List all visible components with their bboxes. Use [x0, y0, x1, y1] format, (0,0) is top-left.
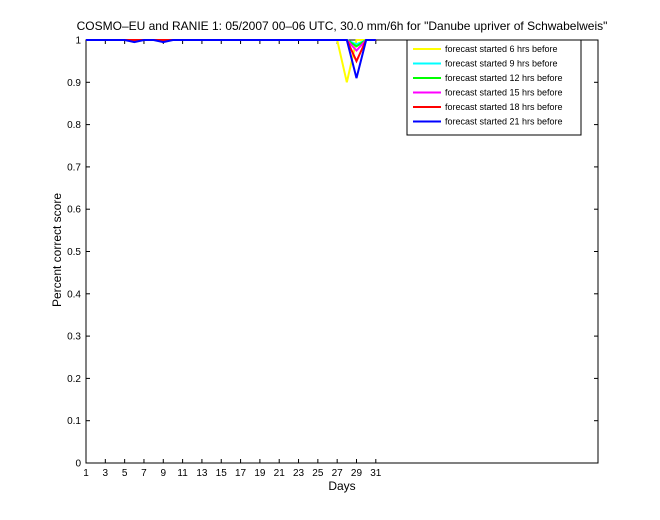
y-tick-label: 0	[75, 459, 81, 470]
legend: forecast started 6 hrs before forecast st…	[406, 39, 582, 136]
x-tick-label: 17	[235, 468, 247, 479]
x-tick-label: 11	[177, 468, 188, 479]
series-line-6	[86, 39, 376, 79]
y-axis-label: Percent correct score	[50, 193, 64, 307]
legend-label: forecast started 18 hrs before	[445, 102, 563, 112]
y-tick-label: 0.9	[67, 78, 81, 89]
x-tick-label: 3	[103, 468, 109, 479]
y-tick-label: 1	[75, 36, 81, 47]
x-tick-label: 31	[370, 468, 382, 479]
x-tick-label: 5	[122, 468, 128, 479]
y-tick-label: 0.2	[67, 374, 81, 385]
x-tick-label: 27	[332, 468, 344, 479]
x-tick-label: 19	[254, 468, 266, 479]
chart-title: COSMO–EU and RANIE 1: 05/2007 00–06 UTC,…	[77, 19, 608, 33]
x-tick-label: 7	[141, 468, 147, 479]
x-tick-label: 29	[351, 468, 363, 479]
x-tick-label: 9	[161, 468, 167, 479]
legend-box	[406, 39, 582, 136]
y-tick-label: 0.5	[67, 247, 81, 258]
legend-label: forecast started 15 hrs before	[445, 88, 563, 98]
y-tick-label: 0.8	[67, 120, 81, 131]
legend-label: forecast started 9 hrs before	[445, 59, 558, 69]
x-tick-label: 1	[83, 468, 89, 479]
y-tick-label: 0.7	[67, 162, 81, 173]
x-tick-label: 15	[216, 468, 228, 479]
y-tick-label: 0.3	[67, 332, 81, 343]
y-tick-label: 0.1	[67, 416, 81, 427]
x-axis-label: Days	[328, 479, 355, 493]
y-axis-ticks: 0 0.1 0.2 0.3 0.4 0.5 0.6 0.7 0.8 0.9 1	[67, 36, 598, 470]
x-tick-label: 13	[196, 468, 208, 479]
x-tick-label: 21	[274, 468, 286, 479]
x-tick-label: 23	[293, 468, 305, 479]
legend-label: forecast started 6 hrs before	[445, 44, 558, 54]
legend-label: forecast started 12 hrs before	[445, 73, 563, 83]
series-lines	[86, 39, 376, 83]
y-tick-label: 0.4	[67, 289, 81, 300]
legend-label: forecast started 21 hrs before	[445, 117, 563, 127]
x-tick-label: 25	[312, 468, 324, 479]
y-tick-label: 0.6	[67, 205, 81, 216]
